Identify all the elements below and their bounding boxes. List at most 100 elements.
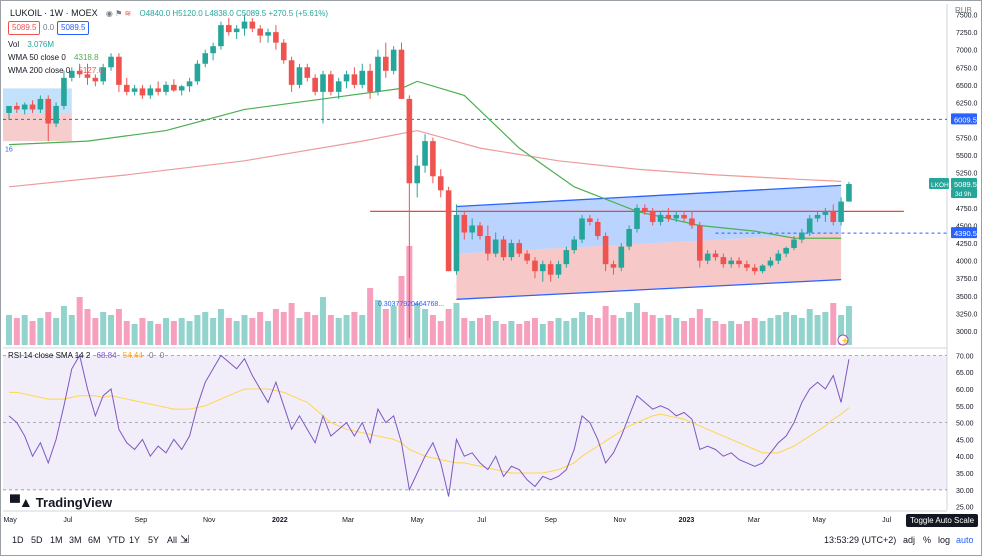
- volume-bar: [163, 318, 169, 345]
- price-tick-label: 3250.0: [956, 311, 978, 318]
- level-6009-badge-bg: [951, 113, 977, 125]
- candle-body: [728, 260, 734, 265]
- range-button-1m[interactable]: 1M: [50, 535, 63, 545]
- volume-bar: [115, 309, 122, 345]
- range-button-all[interactable]: All: [167, 535, 178, 545]
- candle-body: [14, 105, 20, 110]
- candle-body: [437, 176, 444, 191]
- time-tick-label: Jul: [63, 517, 72, 524]
- time-tick-label: Mar: [748, 517, 761, 524]
- last-price-badge: 5089.5: [954, 180, 977, 189]
- log-toggle[interactable]: log: [938, 535, 951, 545]
- candle-body: [822, 211, 829, 215]
- candle-body: [406, 98, 413, 184]
- range-button-5y[interactable]: 5Y: [148, 535, 160, 545]
- volume-label: Vol: [8, 40, 20, 49]
- range-note: 16: [5, 147, 13, 154]
- wma200-label: WMA 200 close 0: [8, 66, 71, 75]
- volume-bar: [398, 276, 405, 345]
- volume-bar: [775, 315, 782, 345]
- channel-upper-line: [456, 184, 842, 208]
- volume-bar: [453, 303, 460, 345]
- time-tick-label: May: [411, 517, 425, 524]
- volume-bar: [720, 324, 727, 345]
- auto-scale-toggle[interactable]: auto: [956, 535, 974, 545]
- candle-body: [838, 201, 844, 222]
- auto-scale-tooltip: Toggle Auto Scale: [906, 514, 979, 527]
- time-tick-label: May: [813, 517, 827, 524]
- candle-body: [610, 264, 617, 268]
- wma50-legend[interactable]: WMA 50 close 0 4318.8: [8, 53, 99, 62]
- volume-bar: [602, 306, 609, 345]
- tradingview-logo[interactable]: ▀▲ TradingView: [10, 494, 112, 510]
- range-button-5d[interactable]: 5D: [31, 535, 43, 545]
- candle-body: [155, 88, 161, 92]
- symbol-title: LUKOIL · 1W · MOEX: [10, 8, 98, 18]
- volume-bar: [429, 315, 436, 345]
- candle-body: [720, 257, 727, 265]
- calendar-goto-icon[interactable]: ⇲: [180, 534, 190, 546]
- volume-legend[interactable]: Vol 3.076M: [8, 40, 54, 49]
- clock-readout[interactable]: 13:53:29 (UTC+2): [824, 535, 897, 545]
- buy-price-box[interactable]: 5089.5: [57, 21, 90, 35]
- volume-bar: [13, 318, 20, 345]
- volume-bar: [84, 309, 91, 345]
- candle-body: [516, 243, 523, 254]
- tradingview-name: TradingView: [35, 494, 113, 510]
- candle-body: [335, 81, 342, 92]
- volume-bar: [304, 312, 311, 345]
- volume-bar: [170, 321, 177, 345]
- level-4390-badge: 4390.5: [954, 229, 977, 238]
- candle-body: [806, 218, 813, 233]
- volume-bar: [68, 315, 75, 345]
- candle-body: [320, 74, 326, 92]
- candle-body: [163, 84, 169, 92]
- rsi-tick-label: 55.00: [956, 404, 974, 411]
- channel-note: 0.30377920464768...: [378, 301, 444, 308]
- candle-body: [37, 98, 44, 110]
- symbol-legend[interactable]: LUKOIL · 1W · MOEX ◉ ⚑ ≋ O4840.0 H5120.0…: [10, 8, 328, 18]
- time-tick-label: Sep: [544, 517, 557, 524]
- rsi-value: 68.84: [96, 351, 117, 360]
- volume-bar: [571, 318, 578, 345]
- volume-bar: [312, 315, 319, 345]
- indicator-icon[interactable]: ≋: [124, 9, 132, 18]
- sell-price-box[interactable]: 5089.5: [8, 21, 41, 35]
- candle-body: [296, 67, 303, 85]
- volume-bar: [516, 324, 523, 345]
- flag-icon[interactable]: ⚑: [115, 9, 123, 18]
- range-button-3m[interactable]: 3M: [69, 535, 82, 545]
- rsi-tick-label: 35.00: [956, 471, 974, 478]
- time-tick-label: Jul: [477, 517, 486, 524]
- volume-bar: [657, 318, 664, 345]
- range-button-ytd[interactable]: YTD: [107, 535, 125, 545]
- range-button-6m[interactable]: 6M: [88, 535, 101, 545]
- volume-bar: [320, 297, 326, 345]
- candle-body: [383, 56, 389, 71]
- volume-bar: [563, 321, 570, 345]
- volume-bar: [673, 318, 680, 345]
- candle-body: [469, 225, 475, 233]
- lkoh-tag: LKOH: [931, 182, 949, 189]
- rsi-tick-label: 30.00: [956, 488, 974, 495]
- volume-bar: [233, 321, 240, 345]
- eye-icon[interactable]: ◉: [105, 9, 113, 18]
- candle-body: [351, 74, 358, 85]
- range-button-1d[interactable]: 1D: [12, 535, 24, 545]
- wma200-legend[interactable]: WMA 200 close 0 5127.6: [8, 66, 103, 75]
- candle-body: [563, 250, 570, 265]
- price-tick-label: 5750.0: [956, 136, 978, 143]
- channel-lower-line: [456, 278, 842, 300]
- volume-bar: [210, 318, 217, 345]
- volume-bar: [696, 309, 703, 345]
- candle-body: [485, 236, 491, 254]
- volume-bar: [524, 321, 531, 345]
- candle-body: [602, 236, 609, 265]
- range-button-1y[interactable]: 1Y: [129, 535, 141, 545]
- volume-bar: [359, 315, 366, 345]
- rsi-tick-label: 60.00: [956, 387, 974, 394]
- adj-toggle[interactable]: adj: [903, 535, 916, 545]
- percent-toggle[interactable]: %: [923, 535, 932, 545]
- rsi-legend[interactable]: RSI 14 close SMA 14 2 68.84 54.44 0 0: [8, 351, 164, 360]
